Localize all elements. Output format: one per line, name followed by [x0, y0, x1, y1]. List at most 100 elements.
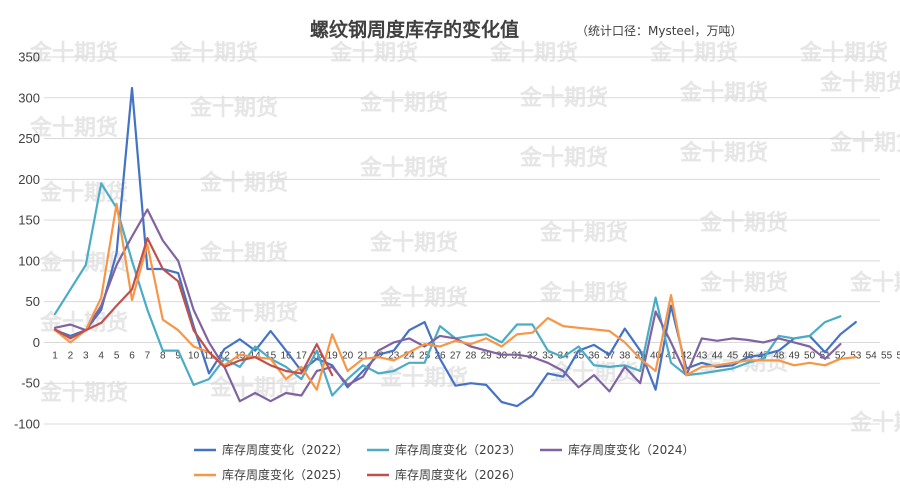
- x-tick-label: 13: [234, 350, 246, 361]
- x-tick-label: 46: [742, 350, 754, 361]
- y-tick-label: 300: [18, 90, 40, 105]
- watermark-text: 金十期货: [329, 40, 418, 66]
- x-tick-label: 39: [635, 350, 647, 361]
- y-tick-label: 50: [26, 294, 40, 309]
- x-tick-label: 14: [250, 350, 262, 361]
- watermark-text: 金十期货: [539, 220, 628, 246]
- x-tick-label: 45: [727, 350, 739, 361]
- watermark-text: 金十期货: [699, 210, 788, 236]
- watermark-text: 金十期货: [199, 240, 288, 266]
- x-tick-label: 18: [311, 350, 323, 361]
- x-tick-label: 25: [419, 350, 431, 361]
- x-tick-label: 3: [83, 350, 89, 361]
- x-tick-label: 31: [511, 350, 523, 361]
- x-axis-ticks: 1 2 3 4 5 6 7 8 9 10 11 12 13 14 15 16 17 18 19 20 21 22 23 24 2…: [52, 350, 900, 361]
- x-tick-label: 12: [219, 350, 231, 361]
- watermark-text: 金十期货: [379, 285, 468, 311]
- y-tick-label: 150: [18, 213, 40, 228]
- watermark-text: 金十期货: [379, 365, 468, 391]
- watermark-text: 金十期货: [29, 40, 118, 66]
- watermark-text: 金十期货: [369, 230, 458, 256]
- x-tick-label: 20: [342, 350, 354, 361]
- x-tick-label: 44: [712, 350, 724, 361]
- legend-label: 库存周度变化（2024）: [568, 442, 695, 457]
- x-tick-label: 5: [114, 350, 120, 361]
- watermark-text: 金十期货: [169, 40, 258, 66]
- x-tick-label: 28: [465, 350, 477, 361]
- y-tick-label: -50: [21, 376, 40, 391]
- x-tick-label: 27: [450, 350, 462, 361]
- x-tick-label: 35: [573, 350, 585, 361]
- x-tick-label: 55: [881, 350, 893, 361]
- x-tick-label: 48: [773, 350, 785, 361]
- y-tick-label: 200: [18, 172, 40, 187]
- y-axis-ticks: -100 -50 0 50 100 150 200 250 300 350: [14, 50, 40, 432]
- y-tick-label: 100: [18, 253, 40, 268]
- x-tick-label: 42: [681, 350, 693, 361]
- watermark-text: 金十期货: [649, 40, 738, 66]
- watermark-text: 金十期货: [39, 380, 128, 406]
- x-tick-label: 11: [204, 350, 215, 361]
- x-tick-label: 33: [542, 350, 554, 361]
- x-tick-label: 32: [527, 350, 539, 361]
- x-tick-label: 52: [835, 350, 847, 361]
- series-line: [53, 202, 857, 391]
- series-line: [53, 208, 842, 403]
- watermark-text: 金十期货: [29, 115, 118, 141]
- watermark-text: 金十期货: [519, 145, 608, 171]
- x-tick-label: 24: [404, 350, 416, 361]
- watermark-text: 金十期货: [849, 410, 900, 436]
- watermark-text: 金十期货: [359, 90, 448, 116]
- y-tick-label: 250: [18, 131, 40, 146]
- x-tick-label: 26: [434, 350, 446, 361]
- y-tick-label: 0: [33, 335, 40, 350]
- x-tick-label: 19: [327, 350, 339, 361]
- chart-subtitle: （统计口径：Mysteel，万吨）: [576, 24, 743, 38]
- legend-label: 库存周度变化（2025）: [222, 467, 349, 482]
- series-line: [53, 86, 857, 408]
- watermark-text: 金十期货: [679, 140, 768, 166]
- x-tick-label: 7: [145, 350, 151, 361]
- x-tick-label: 37: [604, 350, 616, 361]
- x-tick-label: 29: [481, 350, 493, 361]
- x-tick-label: 54: [866, 350, 878, 361]
- watermark-text: 金十期货: [819, 70, 900, 96]
- watermark-text: 金十期货: [359, 155, 448, 181]
- x-tick-label: 36: [588, 350, 600, 361]
- watermark-text: 金十期货: [799, 40, 888, 66]
- legend-label: 库存周度变化（2023）: [395, 442, 522, 457]
- x-tick-label: 15: [265, 350, 277, 361]
- watermark-text: 金十期货: [699, 270, 788, 296]
- legend-label: 库存周度变化（2026）: [395, 467, 522, 482]
- x-tick-label: 51: [819, 350, 831, 361]
- x-tick-label: 17: [296, 350, 308, 361]
- watermark-text: 金十期货: [829, 130, 900, 156]
- watermark-text: 金十期货: [199, 170, 288, 196]
- watermark-text: 金十期货: [189, 95, 278, 121]
- x-tick-label: 9: [175, 350, 181, 361]
- x-tick-label: 43: [696, 350, 708, 361]
- watermark-text: 金十期货: [679, 80, 768, 106]
- x-tick-label: 53: [850, 350, 862, 361]
- x-tick-label: 40: [650, 350, 662, 361]
- chart-title: 螺纹钢周度库存的变化值: [310, 18, 519, 41]
- x-tick-label: 41: [665, 350, 677, 361]
- legend-label: 库存周度变化（2022）: [222, 442, 349, 457]
- y-tick-label: 350: [18, 50, 40, 65]
- legend: 库存周度变化（2022） 库存周度变化（2023） 库存周度变化（2024） 库存周度…: [194, 442, 695, 482]
- watermark-text: 金十期货: [489, 40, 578, 66]
- x-tick-label: 49: [789, 350, 801, 361]
- x-tick-label: 16: [280, 350, 292, 361]
- x-tick-label: 30: [496, 350, 508, 361]
- x-tick-label: 56: [896, 350, 900, 361]
- x-tick-label: 2: [68, 350, 74, 361]
- x-tick-label: 21: [357, 350, 369, 361]
- watermark-text: 金十期货: [39, 180, 128, 206]
- gridlines: [44, 56, 880, 425]
- x-tick-label: 38: [619, 350, 631, 361]
- x-tick-label: 50: [804, 350, 816, 361]
- watermark-text: 金十期货: [209, 375, 298, 401]
